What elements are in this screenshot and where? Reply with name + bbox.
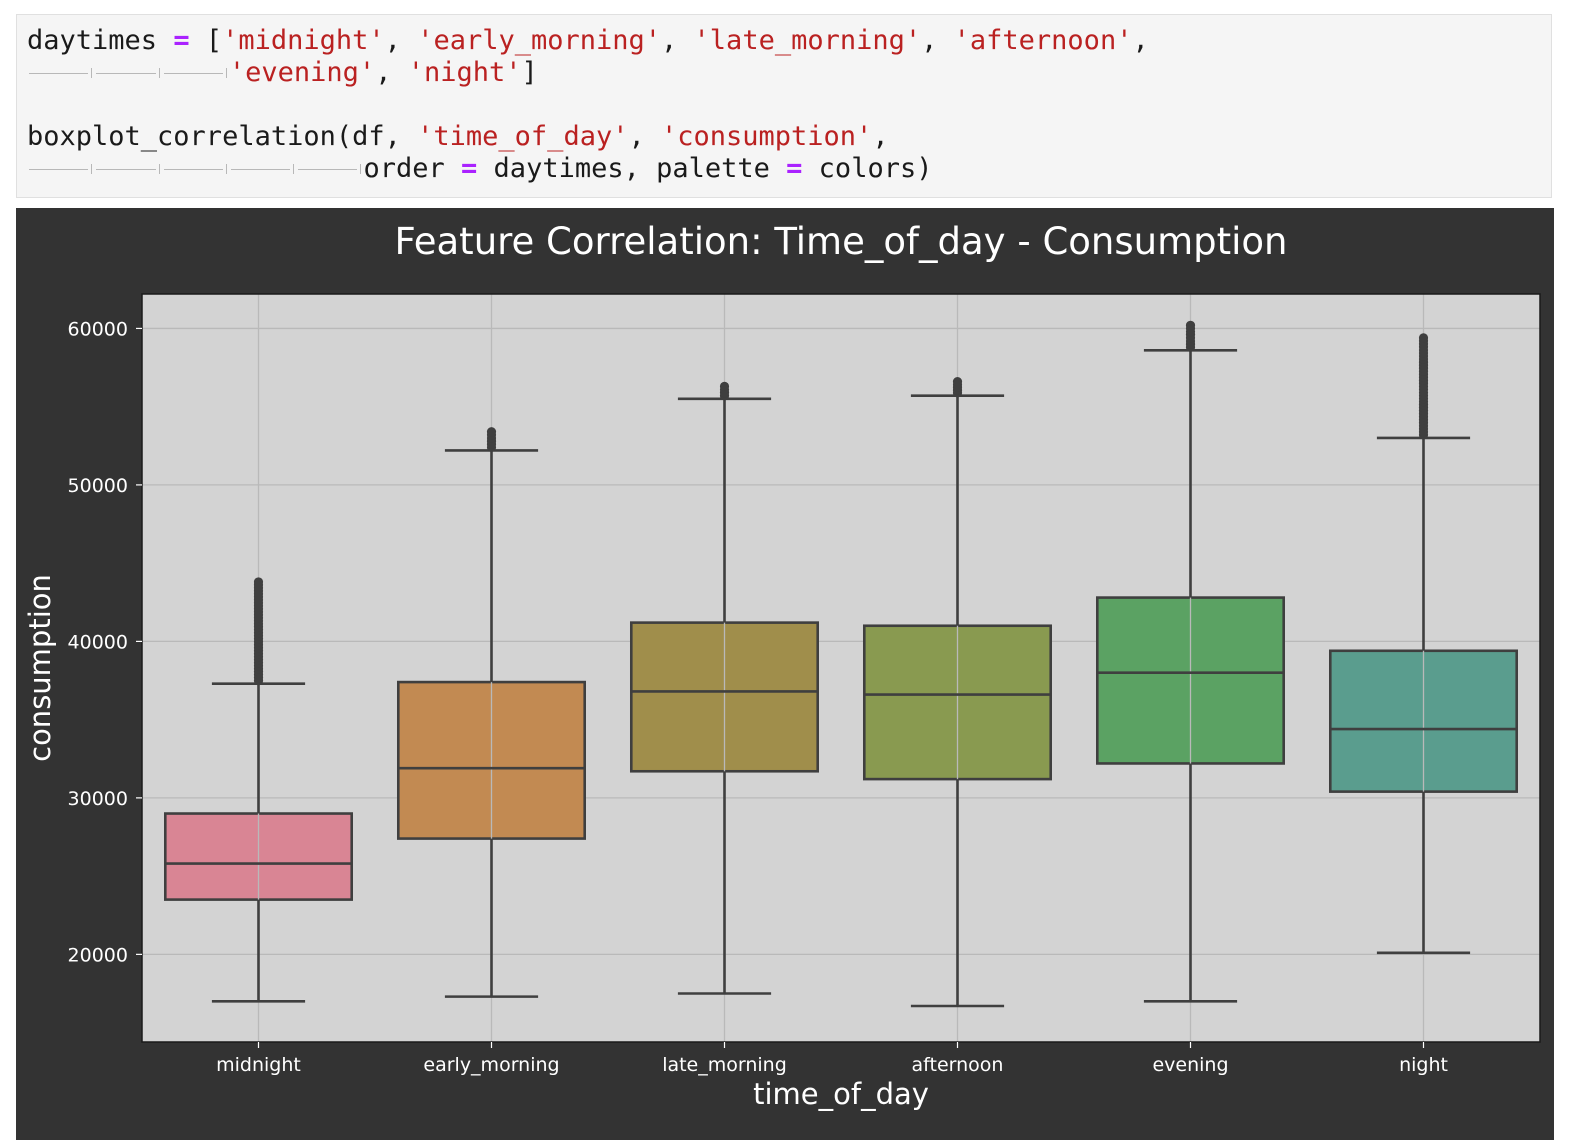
- box-evening: [1096, 320, 1286, 1003]
- code-separator: ,: [921, 25, 954, 56]
- code-line-2: 'evening', 'night']: [27, 57, 538, 89]
- code-string: 'afternoon': [953, 25, 1133, 56]
- code-separator: ,: [661, 25, 694, 56]
- code-keyword: order: [363, 153, 462, 184]
- x-axis-label: time_of_day: [753, 1077, 929, 1111]
- tab-indent-marker: [162, 153, 229, 185]
- code-string: 'night': [407, 57, 522, 88]
- code-identifier: daytimes: [27, 25, 158, 56]
- outlier-point: [486, 427, 497, 437]
- code-separator: ,: [628, 121, 661, 152]
- y-tick-label: 40000: [68, 631, 128, 653]
- x-tick-label: night: [1399, 1054, 1448, 1076]
- code-value: daytimes, palette: [477, 153, 787, 184]
- code-line-3: boxplot_correlation(df, 'time_of_day', '…: [27, 121, 889, 153]
- boxes-layer: [164, 320, 1519, 1008]
- code-string: 'consumption': [660, 121, 873, 152]
- code-separator: ,: [375, 57, 408, 88]
- code-string: 'early_morning': [417, 25, 662, 56]
- chart-title: Feature Correlation: Time_of_day - Consu…: [394, 220, 1287, 263]
- code-bracket: [: [205, 25, 223, 56]
- plot-area: [142, 294, 1540, 1042]
- tab-indent-marker: [27, 153, 94, 185]
- code-string: 'midnight': [222, 25, 385, 56]
- x-tick-label: evening: [1152, 1054, 1228, 1076]
- tab-indent-marker: [94, 153, 161, 185]
- code-string: 'late_morning': [693, 25, 922, 56]
- y-tick-label: 30000: [68, 788, 128, 810]
- y-tick-label: 20000: [68, 944, 128, 966]
- plot-frame: [141, 293, 1541, 1043]
- box-early_morning: [396, 427, 586, 998]
- code-string: 'time_of_day': [417, 121, 629, 152]
- outlier-point: [253, 577, 264, 587]
- y-axis-label: consumption: [23, 574, 57, 762]
- outlier-point: [719, 381, 730, 391]
- outlier-point: [952, 377, 963, 387]
- x-tick-label: midnight: [216, 1054, 301, 1076]
- code-separator: ,: [872, 121, 889, 152]
- y-tick-label: 50000: [68, 475, 128, 497]
- tab-indent-marker: [162, 57, 229, 89]
- code-line-1: daytimes = ['midnight', 'early_morning',…: [27, 25, 1149, 57]
- code-line-4: order = daytimes, palette = colors): [27, 153, 932, 185]
- y-tick-label: 60000: [68, 318, 128, 340]
- tick-labels: 20000 30000 40000 50000 60000 midnight early_m…: [68, 318, 1448, 1076]
- box-night: [1329, 333, 1519, 955]
- code-cell[interactable]: daytimes = ['midnight', 'early_morning',…: [16, 14, 1552, 198]
- code-string: 'evening': [228, 57, 376, 88]
- x-tick-label: late_morning: [662, 1054, 787, 1076]
- code-separator: ,: [1132, 25, 1149, 56]
- outlier-point: [1418, 333, 1429, 343]
- tab-indent-marker: [27, 57, 94, 89]
- x-tick-label: early_morning: [423, 1054, 559, 1076]
- box-midnight: [164, 577, 353, 1003]
- tab-indent-marker: [94, 57, 161, 89]
- code-call: boxplot_correlation(df,: [27, 121, 418, 152]
- box-late_morning: [629, 381, 819, 995]
- code-operator: =: [786, 153, 803, 184]
- code-operator: =: [461, 153, 478, 184]
- box-afternoon: [862, 377, 1052, 1008]
- outlier-point: [1185, 320, 1196, 330]
- code-separator: ,: [384, 25, 418, 56]
- code-operator: =: [173, 25, 190, 56]
- tab-indent-marker: [229, 153, 296, 185]
- code-value: colors): [802, 153, 933, 184]
- x-tick-label: afternoon: [912, 1054, 1004, 1076]
- code-bracket: ]: [521, 57, 538, 88]
- boxplot-chart: 20000 30000 40000 50000 60000 midnight early_m…: [23, 220, 1541, 1111]
- chart-figure: 20000 30000 40000 50000 60000 midnight early_m…: [16, 208, 1554, 1140]
- tab-indent-marker: [296, 153, 363, 185]
